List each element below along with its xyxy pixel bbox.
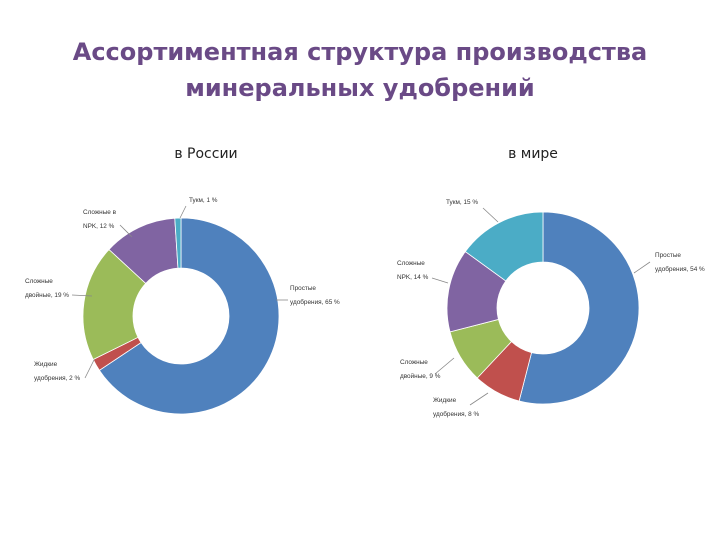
title-line-1: Ассортиментная структура производства — [72, 38, 648, 66]
slice-label-russia-3: Сложные в NPK, 12 % — [83, 209, 117, 230]
page-title: Ассортиментная структура производства ми… — [0, 34, 720, 106]
chart-subtitle-world: в мире — [508, 146, 558, 162]
slice-russia-0 — [98, 217, 280, 415]
slice-label-russia-4: Тукм, 1 % — [189, 197, 218, 204]
leader-line-world-4 — [482, 207, 499, 223]
slice-label-world-3: Сложные NPK, 14 % — [397, 260, 429, 281]
slice-label-world-4: Тукм, 15 % — [446, 199, 478, 206]
leader-line-world-1 — [469, 392, 489, 406]
leader-line-world-3 — [431, 277, 449, 284]
leader-line-russia-4 — [179, 205, 187, 219]
leader-line-world-2 — [434, 357, 455, 375]
chart-subtitle-russia: в России — [174, 146, 238, 162]
slice-world-4 — [464, 211, 544, 282]
slice-label-world-2: Сложные двойные, 9 % — [400, 359, 441, 380]
slice-world-0 — [518, 211, 640, 405]
slice-label-russia-2: Сложные двойные, 19 % — [25, 278, 69, 299]
title-line-2: минеральных удобрений — [185, 74, 535, 102]
slice-label-russia-1: Жидкие удобрения, 2 % — [34, 361, 80, 382]
leader-line-russia-2 — [71, 294, 93, 297]
slice-russia-4 — [174, 217, 182, 269]
leader-line-russia-1 — [84, 357, 96, 379]
leader-line-russia-3 — [119, 224, 133, 238]
leader-line-world-0 — [633, 261, 651, 274]
slice-label-world-1: Жидкие удобрения, 8 % — [433, 397, 479, 418]
slice-label-russia-0: Простые удобрения, 65 % — [290, 285, 340, 306]
slice-label-world-0: Простые удобрения, 54 % — [655, 252, 705, 273]
